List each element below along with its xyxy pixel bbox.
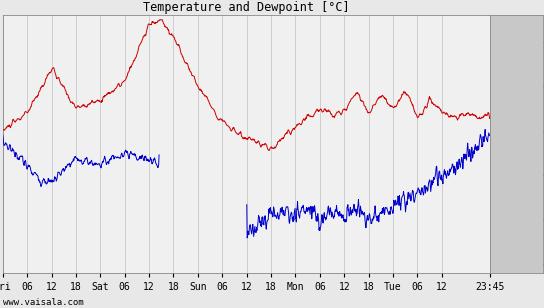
Text: www.vaisala.com: www.vaisala.com <box>3 298 83 307</box>
Title: Temperature and Dewpoint [°C]: Temperature and Dewpoint [°C] <box>143 1 349 14</box>
